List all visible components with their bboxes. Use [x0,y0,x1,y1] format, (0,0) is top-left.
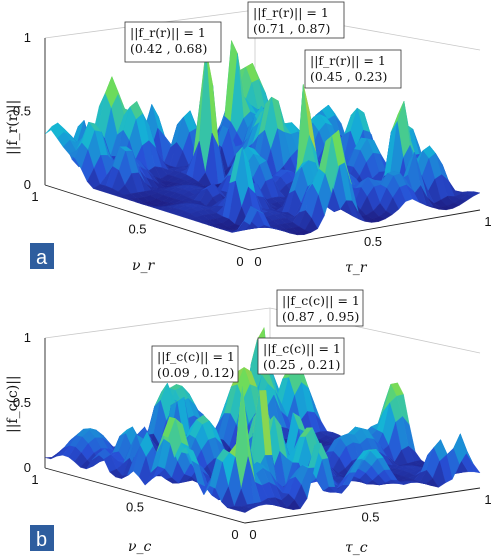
z-tick-label: 1 [24,30,31,45]
x-tick-label: 0.5 [364,234,382,249]
y-tick-label: 0 [231,527,238,542]
z-tick-label: 0 [24,460,31,475]
annotation-value: ||f_c(c)|| = 1 [282,293,360,308]
z-tick-label: 0 [24,177,31,192]
surface-b [44,326,481,513]
surface-patch [243,205,258,225]
z-tick-label: 1 [24,330,31,345]
annotation-coordinates: (0.45 , 0.23) [310,69,387,84]
annotation-value: ||f_c(c)|| = 1 [157,349,235,364]
annotation-box [276,289,364,327]
annotation-coordinates: (0.87 , 0.95) [282,309,359,324]
peak-annotation: ||f_c(c)|| = 1(0.09 , 0.12) [151,345,239,383]
panel-label-badge-b [30,525,54,551]
peak-annotation: ||f_r(r)|| = 1(0.71 , 0.87) [247,1,345,39]
x-axis-label-b: τ_c [345,540,368,556]
annotation-value: ||f_r(r)|| = 1 [253,5,329,20]
z-ticks-a: 00.51 [13,30,31,192]
annotation-box [304,49,402,89]
y-axis-label-b: ν_c [128,539,152,555]
surface-plot-a: 00.51 00.51 00.51 ||f_r(r)|| τ_r ν_r ||f… [5,1,492,276]
panel-a: 0 0.5 1 0 0.5 1 0 0.5 1 ||f_r(r)|| τ_r ν_r ||f… [5,1,492,276]
z-axis-label-a: ||f_r(r)|| [5,100,21,155]
annotation-value: ||f_r(r)|| = 1 [310,53,386,68]
annotation-coordinates: (0.25 , 0.21) [263,357,340,372]
z-ticks-b: 00.51 [13,330,31,475]
x-tick-label: 0 [249,527,256,542]
panel-label-badge-a [30,243,54,269]
x-tick-label: 1 [484,214,491,229]
x-ticks-b: 00.51 [249,492,491,542]
surface-plot-b: 00.51 00.51 00.51 ||f_c(c)|| τ_c ν_c ||f… [5,289,492,556]
y-ticks-b: 00.51 [31,472,238,542]
y-ticks-a: 00.51 [31,189,243,269]
annotation-coordinates: (0.71 , 0.87) [253,21,330,36]
annotation-value: ||f_r(r)|| = 1 [130,25,206,40]
surface-a [44,39,481,236]
y-tick-label: 0 [236,254,243,269]
y-tick-label: 0.5 [126,500,144,515]
peak-annotation: ||f_c(c)|| = 1(0.25 , 0.21) [257,337,345,375]
panel-label-a: a [36,247,48,269]
annotation-value: ||f_c(c)|| = 1 [263,341,341,356]
annotation-coordinates: (0.09 , 0.12) [157,365,234,380]
annotation-box [124,21,222,63]
annotations-a: ||f_r(r)|| = 1(0.42 , 0.68)||f_r(r)|| = … [124,1,402,89]
z-tick-label: 0.5 [13,395,31,410]
annotation-coordinates: (0.42 , 0.68) [130,41,207,56]
x-tick-label: 0 [254,254,261,269]
x-tick-label: 0.5 [361,510,379,525]
annotation-box [151,345,239,383]
annotation-box [247,1,345,39]
z-tick-label: 0.5 [13,104,31,119]
y-tick-label: 0.5 [128,222,146,237]
y-tick-label: 1 [31,472,38,487]
peak-annotation: ||f_r(r)|| = 1(0.42 , 0.68) [124,21,222,63]
x-axis-label-a: τ_r [345,260,368,276]
y-tick-label: 1 [31,189,38,204]
peak-annotation: ||f_c(c)|| = 1(0.87 , 0.95) [276,289,364,327]
x-ticks-a: 00.51 [254,214,491,269]
surface-patch [238,507,253,513]
y-axis-label-a: ν_r [132,258,156,274]
annotation-box [257,337,345,375]
panel-b: 0 0.5 1 0 0.5 1 0 0.5 1 ||f_c(c)|| τ_c ν_c ||f… [0,278,500,556]
annotations-b: ||f_c(c)|| = 1(0.87 , 0.95)||f_c(c)|| = … [151,289,364,383]
panel-label-b: b [36,529,47,551]
z-axis-label-b: ||f_c(c)|| [5,375,21,433]
x-tick-label: 1 [484,492,491,507]
peak-annotation: ||f_r(r)|| = 1(0.45 , 0.23) [304,49,402,89]
